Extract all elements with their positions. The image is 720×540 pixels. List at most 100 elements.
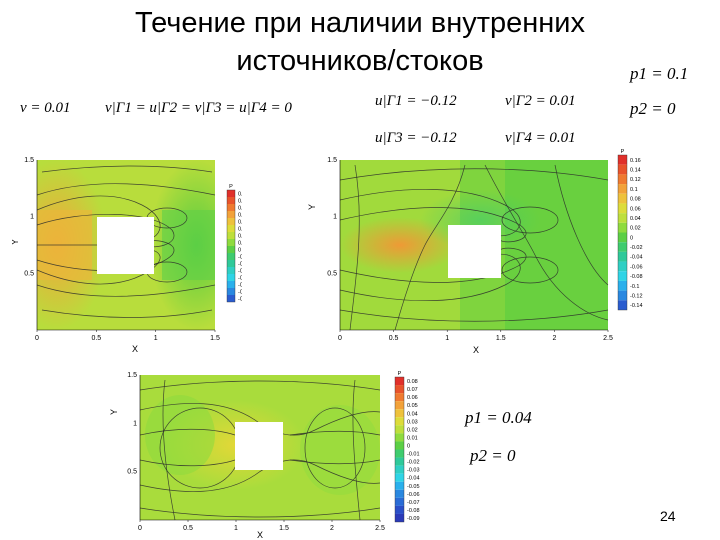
y-tick-label: 1.5 bbox=[127, 372, 137, 379]
x-tick-label: 1 bbox=[234, 525, 238, 532]
streamlines bbox=[139, 379, 381, 521]
legend-swatch bbox=[395, 505, 404, 514]
legend-swatch bbox=[227, 197, 235, 204]
legend-level-label: -0.04 bbox=[407, 476, 420, 482]
legend-level-label: -0.06 bbox=[630, 264, 643, 270]
legend-swatch bbox=[395, 393, 404, 402]
x-tick-label: 2 bbox=[330, 525, 334, 532]
legend-swatch bbox=[618, 251, 627, 262]
u-gamma3-formula: u|Γ3 = −0.12 bbox=[375, 130, 457, 146]
legend-swatch bbox=[395, 489, 404, 498]
legend-level-label: 0 bbox=[407, 443, 410, 449]
legend-swatch bbox=[395, 497, 404, 506]
legend-level-label: 0.02 bbox=[630, 226, 641, 232]
legend-swatch bbox=[395, 465, 404, 474]
legend-swatch bbox=[395, 481, 404, 490]
legend-swatch bbox=[227, 204, 235, 211]
legend-level-label: -0.14 bbox=[238, 297, 242, 303]
legend-level-label: -0.09 bbox=[407, 516, 420, 522]
legend-swatch bbox=[618, 184, 627, 194]
legend-swatch bbox=[227, 232, 235, 239]
legend-swatch bbox=[395, 417, 404, 426]
legend-swatch bbox=[395, 425, 404, 434]
pressure-field-plot-3: 0 0.5 1 1.5 2 2.5 0.5 1 1.5 X Y P 0.08 0.07 0.06 0.… bbox=[109, 371, 420, 540]
legend-swatch bbox=[618, 155, 627, 165]
legend-level-label: -0.02 bbox=[630, 245, 643, 251]
legend-level-label: 0.06 bbox=[630, 206, 641, 212]
y-tick-label: 1.5 bbox=[327, 157, 337, 164]
legend-swatch bbox=[618, 280, 627, 291]
legend-swatch bbox=[618, 242, 627, 252]
legend-level-label: 0.02 bbox=[407, 427, 418, 433]
y-tick-label: 0.5 bbox=[327, 270, 337, 277]
legend-swatch bbox=[618, 213, 627, 223]
legend-level-label: 0.08 bbox=[630, 197, 641, 203]
legend-swatch bbox=[618, 174, 627, 185]
legend-level-label: -0.08 bbox=[630, 274, 643, 280]
x-axis-label: X bbox=[257, 530, 263, 540]
pressure-legend: P0.160.140.120.10.080.060.040.020-0.02-0… bbox=[617, 149, 643, 311]
x-tick-label: 2 bbox=[552, 335, 556, 342]
x-tick-label: 1.5 bbox=[496, 335, 506, 342]
p1-top-formula: p1 = 0.1 bbox=[630, 64, 689, 83]
legend-swatch bbox=[395, 385, 404, 394]
legend-swatch bbox=[395, 409, 404, 418]
x-tick-label: 0 bbox=[338, 335, 342, 342]
y-axis-label: Y bbox=[109, 409, 119, 415]
x-tick-label: 0 bbox=[35, 335, 39, 342]
obstacle bbox=[235, 422, 283, 470]
legend-title: P bbox=[229, 184, 233, 190]
x-tick-label: 0.5 bbox=[91, 335, 101, 342]
legend-swatch bbox=[618, 290, 627, 301]
x-tick-label: 0.5 bbox=[183, 525, 193, 532]
p2-bottom-formula: p2 = 0 bbox=[470, 446, 516, 465]
legend-level-label: -0.07 bbox=[407, 500, 420, 506]
y-tick-label: 1 bbox=[333, 214, 337, 221]
legend-swatch bbox=[395, 377, 404, 386]
legend-swatch bbox=[618, 232, 627, 243]
legend-level-label: -0.05 bbox=[407, 484, 420, 490]
x-tick-label: 0.5 bbox=[389, 335, 399, 342]
legend-swatch bbox=[227, 288, 235, 295]
legend-swatch bbox=[395, 449, 404, 458]
legend-swatch bbox=[618, 261, 627, 272]
legend-swatch bbox=[618, 193, 627, 204]
legend-swatch bbox=[227, 295, 235, 302]
pressure-legend: P 0.08 0.07 0.06 0.05 0.04 0.03 0.02 0.01 0 -0.01 -… bbox=[394, 371, 420, 523]
legend-level-label: -0.1 bbox=[238, 283, 242, 289]
legend-level-label: -0.03 bbox=[407, 468, 420, 474]
legend-level-label: -0.06 bbox=[238, 269, 242, 275]
x-tick-label: 0 bbox=[138, 525, 142, 532]
legend-level-label: 0.1 bbox=[630, 187, 638, 193]
legend-swatch bbox=[227, 225, 235, 232]
legend-level-label: 0.03 bbox=[407, 419, 418, 425]
legend-level-label: 0.04 bbox=[238, 234, 242, 240]
legend-swatch bbox=[618, 222, 627, 233]
legend-swatch bbox=[618, 164, 627, 175]
legend-swatch bbox=[618, 300, 627, 310]
legend-level-label: 0.01 bbox=[407, 435, 418, 441]
legend-frame bbox=[226, 189, 236, 303]
legend-swatch bbox=[395, 401, 404, 410]
x-tick-label: 1 bbox=[154, 335, 158, 342]
legend-level-label: 0.05 bbox=[407, 403, 418, 409]
y-tick-label: 0.5 bbox=[24, 270, 34, 277]
pressure-legend: P0.160.140.120.10.080.060.040.020-0.02-0… bbox=[226, 184, 242, 303]
legend-level-label: 0.04 bbox=[407, 411, 418, 417]
legend-level-label: -0.08 bbox=[407, 508, 420, 514]
legend-level-label: 0.02 bbox=[238, 241, 242, 247]
x-tick-label: 1.5 bbox=[279, 525, 289, 532]
legend-level-label: 0.08 bbox=[238, 220, 242, 226]
legend-level-label: -0.01 bbox=[407, 452, 420, 458]
legend-level-label: -0.12 bbox=[238, 290, 242, 296]
legend-level-label: 0.14 bbox=[238, 199, 242, 205]
y-tick-label: 0.5 bbox=[127, 469, 137, 476]
pressure-field-plot-2: 0 0.5 1 1.5 2 2.5 0.5 1 1.5 X Y P 0.16 0.14 0.12 0.… bbox=[307, 149, 643, 355]
legend-level-label: 0.07 bbox=[407, 387, 418, 393]
legend-frame bbox=[394, 376, 405, 523]
legend-level-label: -0.08 bbox=[238, 276, 242, 282]
legend-level-label: 0.14 bbox=[630, 168, 641, 174]
legend-title: P bbox=[621, 149, 625, 155]
legend-swatch bbox=[227, 253, 235, 260]
legend-level-label: 0.06 bbox=[238, 227, 242, 233]
